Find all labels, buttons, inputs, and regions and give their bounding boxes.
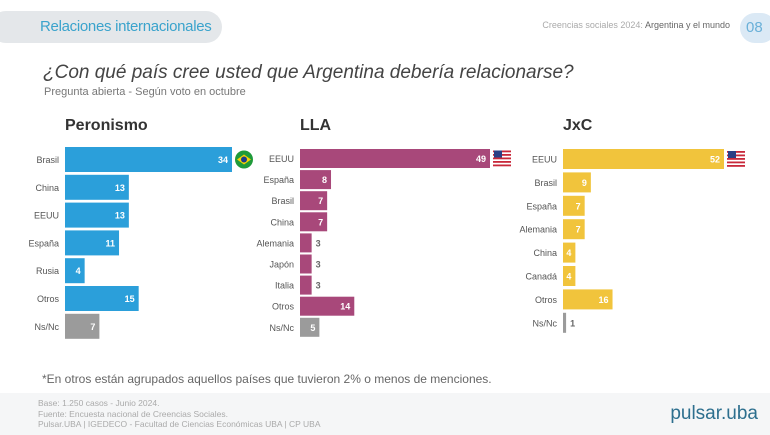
- category-label: Italia: [275, 281, 294, 291]
- bar: [563, 149, 724, 169]
- page-number: 08: [740, 13, 770, 43]
- data-label: 3: [316, 260, 321, 270]
- category-label: Ns/Nc: [533, 318, 558, 328]
- data-label: 3: [316, 281, 321, 291]
- report-title-light: Creencias sociales 2024:: [542, 20, 643, 30]
- bar: [300, 254, 312, 274]
- bar: [65, 202, 129, 228]
- data-label: 9: [582, 178, 587, 188]
- bar: [65, 286, 139, 311]
- bar: [65, 313, 100, 339]
- category-label: Alemania: [519, 225, 557, 235]
- category-label: Japón: [269, 260, 294, 270]
- section-pill: Relaciones internacionales: [0, 11, 222, 43]
- page-title: ¿Con qué país cree usted que Argentina d…: [43, 62, 574, 83]
- base-text: Base: 1.250 casos - Junio 2024.: [38, 398, 160, 408]
- bar: [65, 174, 129, 200]
- bar: [563, 266, 576, 286]
- category-label: Brasil: [534, 178, 557, 188]
- category-label: China: [270, 217, 294, 227]
- chart-title-jxc: JxC: [563, 117, 593, 134]
- data-label: 7: [90, 322, 95, 332]
- data-label: 13: [115, 183, 125, 193]
- category-label: Rusia: [36, 266, 59, 276]
- data-label: 8: [322, 175, 327, 185]
- bar: [65, 230, 120, 256]
- data-label: 5: [310, 323, 315, 333]
- data-label: 1: [570, 318, 575, 328]
- bar: [300, 170, 332, 190]
- source-text: Base: 1.250 casos - Junio 2024. Fuente: E…: [38, 398, 321, 430]
- data-label: 16: [599, 295, 609, 305]
- section-title: Relaciones internacionales: [40, 18, 212, 35]
- category-label: Otros: [535, 295, 558, 305]
- bar: [300, 275, 312, 295]
- category-label: EEUU: [34, 211, 59, 221]
- bar: [300, 191, 328, 211]
- page-subtitle: Pregunta abierta - Según voto en octubre: [44, 86, 246, 98]
- bar: [300, 233, 312, 253]
- report-title: Creencias sociales 2024: Argentina y el …: [542, 20, 730, 30]
- data-label: 13: [115, 211, 125, 221]
- usa-flag-icon: [727, 150, 745, 168]
- footer: Base: 1.250 casos - Junio 2024. Fuente: E…: [0, 393, 770, 435]
- bar: [300, 212, 328, 232]
- data-label: 7: [576, 225, 581, 235]
- bar: [563, 312, 567, 333]
- category-label: Brasil: [36, 155, 59, 165]
- data-label: 49: [476, 154, 486, 164]
- category-label: Otros: [37, 294, 60, 304]
- pulsar-uba-logo: pulsar.uba: [670, 403, 758, 424]
- data-label: 7: [576, 201, 581, 211]
- brazil-flag-icon: [235, 150, 253, 169]
- data-label: 34: [218, 155, 228, 165]
- bar: [563, 195, 585, 216]
- data-label: 11: [106, 238, 116, 248]
- data-label: 7: [318, 196, 323, 206]
- category-label: EEUU: [532, 155, 557, 165]
- category-label: Alemania: [256, 238, 294, 248]
- bar: [563, 242, 576, 263]
- bar: [563, 289, 613, 310]
- category-label: España: [263, 175, 294, 185]
- category-label: Canadá: [525, 272, 557, 282]
- category-label: España: [526, 201, 557, 211]
- category-label: España: [28, 238, 59, 248]
- data-label: 52: [710, 155, 720, 165]
- report-title-bold: Argentina y el mundo: [644, 20, 730, 30]
- bar: [563, 172, 591, 193]
- category-label: Brasil: [271, 196, 294, 206]
- data-label: 15: [125, 294, 135, 304]
- bar: [563, 219, 585, 240]
- category-label: EEUU: [269, 154, 294, 164]
- data-label: 7: [318, 217, 323, 227]
- data-label: 14: [340, 302, 350, 312]
- usa-flag-icon: [493, 149, 511, 168]
- category-label: Ns/Nc: [270, 323, 295, 333]
- bar: [65, 147, 232, 172]
- data-label: 4: [566, 248, 571, 258]
- category-label: China: [533, 248, 557, 258]
- credits-line: Pulsar.UBA | IGEDECO - Facultad de Cienc…: [38, 419, 321, 429]
- footnote: *En otros están agrupados aquellos paíse…: [42, 372, 492, 386]
- chart-title-lla: LLA: [300, 117, 332, 134]
- data-label: 4: [76, 266, 81, 276]
- category-label: China: [35, 183, 59, 193]
- bar: [300, 317, 320, 337]
- category-label: Ns/Nc: [35, 322, 60, 332]
- bar: [300, 296, 355, 316]
- data-label: 4: [566, 272, 571, 282]
- bar: [300, 149, 490, 168]
- category-label: Otros: [272, 302, 295, 312]
- data-label: 3: [316, 238, 321, 248]
- bar: [65, 258, 85, 284]
- chart-title-peronismo: Peronismo: [65, 117, 148, 134]
- source-line: Fuente: Encuesta nacional de Creencias S…: [38, 408, 228, 419]
